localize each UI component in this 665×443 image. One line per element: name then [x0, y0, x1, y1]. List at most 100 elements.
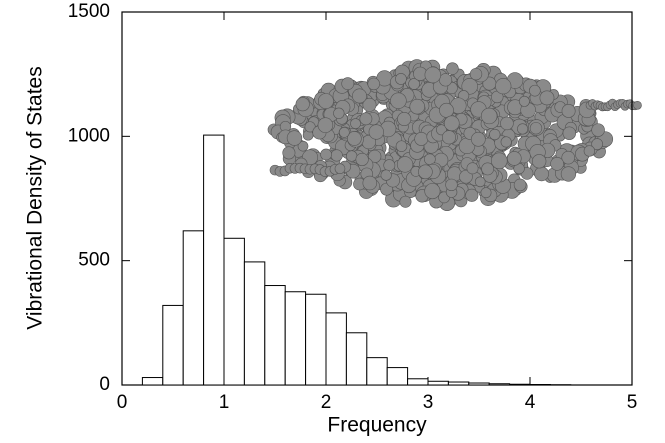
atom [368, 124, 384, 140]
atom [481, 162, 495, 176]
atom [397, 111, 412, 127]
bar [488, 383, 511, 386]
atom [345, 150, 358, 162]
x-axis-title: Frequency [327, 414, 427, 437]
atom [359, 112, 373, 126]
bar [407, 378, 429, 386]
atom [320, 148, 332, 161]
bar [427, 380, 449, 386]
atom [333, 107, 345, 119]
bar [162, 304, 184, 386]
bar [243, 261, 266, 386]
atom [517, 123, 529, 135]
atom [518, 95, 530, 107]
atom [399, 195, 412, 208]
atom [480, 107, 498, 125]
atom [480, 187, 492, 199]
atom [532, 154, 547, 169]
atom [317, 117, 334, 133]
atom [500, 136, 512, 148]
atom [633, 100, 642, 110]
atom [341, 77, 355, 91]
atom [459, 169, 473, 184]
atom [560, 166, 577, 182]
bar [223, 237, 245, 386]
y-tick-label: 500 [78, 250, 110, 271]
atom [334, 163, 346, 175]
x-tick-label: 3 [423, 392, 434, 413]
atom [439, 102, 454, 118]
atom [408, 78, 420, 90]
atom [330, 149, 343, 162]
atom [362, 97, 377, 112]
atom [550, 156, 564, 171]
atom [562, 126, 577, 140]
atom [297, 140, 309, 152]
atom [591, 123, 605, 137]
atom [466, 162, 479, 175]
atom [561, 104, 576, 118]
bar [386, 367, 409, 386]
atom [409, 98, 425, 115]
atom [495, 78, 512, 95]
bar [509, 383, 531, 386]
atom [469, 67, 483, 81]
atom [465, 188, 479, 202]
atom [506, 151, 522, 166]
atom [390, 92, 407, 109]
bar [345, 332, 368, 386]
atom [346, 131, 362, 146]
bar [305, 293, 327, 386]
atom [438, 73, 453, 87]
atom [591, 138, 604, 151]
molecule-image [267, 59, 642, 211]
atom [529, 122, 543, 135]
bar [468, 382, 490, 386]
bar [141, 377, 164, 386]
atom [395, 73, 407, 85]
atom [424, 66, 442, 84]
atom [355, 152, 369, 167]
atom [513, 178, 527, 192]
bar [447, 381, 470, 386]
atom [286, 130, 303, 146]
bar [325, 312, 347, 386]
y-tick-label: 1000 [68, 125, 110, 146]
atom [338, 127, 350, 138]
atom [534, 166, 549, 182]
atom [561, 150, 576, 165]
atom [383, 159, 396, 172]
x-tick-label: 1 [219, 392, 230, 413]
atom [367, 77, 380, 91]
atom [295, 97, 310, 112]
atom [396, 156, 414, 173]
atom [474, 176, 486, 188]
x-tick-label: 4 [525, 392, 536, 413]
bar [366, 357, 388, 386]
atom [352, 88, 367, 104]
atom [414, 132, 429, 146]
atom [418, 164, 433, 180]
atom [350, 118, 361, 129]
bar [264, 285, 286, 386]
atom [489, 128, 501, 141]
atom [436, 124, 447, 136]
y-tick-label: 1500 [68, 1, 110, 22]
x-tick-label: 5 [627, 392, 638, 413]
atom [441, 130, 457, 145]
atom [380, 169, 392, 181]
atom [318, 93, 334, 109]
bar [284, 291, 307, 386]
atom [529, 84, 541, 97]
bar [182, 230, 205, 386]
atom [500, 116, 514, 131]
atom [395, 140, 408, 152]
atom [539, 90, 555, 106]
atom [443, 115, 460, 132]
atom [362, 175, 378, 191]
atom [424, 183, 441, 200]
atom [490, 152, 508, 170]
atom [446, 62, 459, 75]
atom [470, 131, 486, 147]
